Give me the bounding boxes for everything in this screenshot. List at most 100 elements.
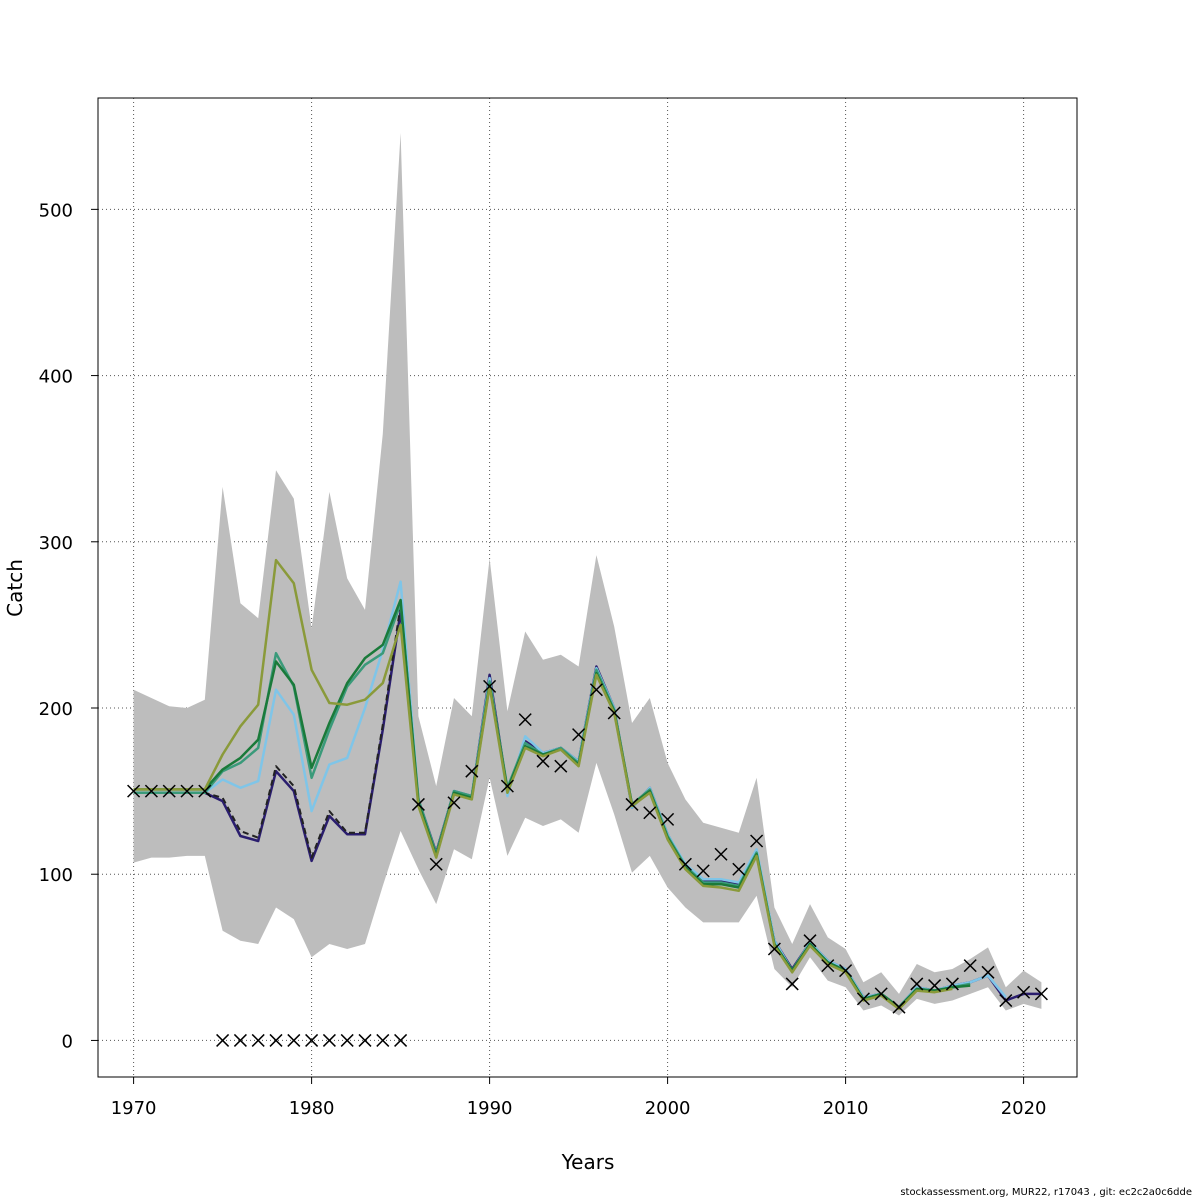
observed-point-stroke [447,796,461,810]
observed-point [785,977,799,991]
observed-point-stroke [233,1033,247,1047]
observed-point [127,784,141,798]
observed-point-stroke [358,1033,372,1047]
y-tick-label: 400 [39,367,73,388]
observed-point [767,942,781,956]
observed-point-stroke [856,992,870,1006]
y-tick-label: 500 [39,200,73,221]
observed-point [856,992,870,1006]
observed-point-stroke [269,1033,283,1047]
observed-point-stroke [198,784,212,798]
observed-point-stroke [1017,985,1031,999]
observed-point [305,1033,319,1047]
observed-point-stroke [340,1033,354,1047]
observed-point-stroke [999,994,1013,1008]
observed-point [732,862,746,876]
x-tick-label: 1970 [111,1098,157,1119]
observed-point-stroke [251,1033,265,1047]
x-tick-label: 2020 [1001,1098,1047,1119]
observed-point [714,847,728,861]
observed-point [322,1033,336,1047]
observed-point [625,797,639,811]
observed-point [287,1033,301,1047]
observed-point [1034,987,1048,1001]
observed-point [465,764,479,778]
observed-point-stroke [643,806,657,820]
series-lines [133,558,1042,1011]
observed-points [127,679,1048,1047]
observed-point-stroke [162,784,176,798]
observed-point [251,1033,265,1047]
observed-point-stroke [483,679,497,693]
observed-point [589,683,603,697]
observed-point-stroke [767,942,781,956]
observed-point [358,1033,372,1047]
x-axis-title: Years [561,1150,615,1174]
observed-point-stroke [910,977,924,991]
observed-point-stroke [287,1033,301,1047]
observed-point [198,784,212,798]
observed-point [643,806,657,820]
observed-point-stroke [750,834,764,848]
observed-point [572,728,586,742]
x-tick-label: 1980 [289,1098,335,1119]
observed-point-stroke [429,857,443,871]
observed-point-stroke [180,784,194,798]
observed-point-stroke [714,847,728,861]
observed-point-stroke [322,1033,336,1047]
observed-point-stroke [785,977,799,991]
observed-point [678,857,692,871]
observed-point [536,754,550,768]
observed-point-stroke [144,784,158,798]
x-tick-label: 2010 [823,1098,869,1119]
confidence-band-area [133,132,1042,1016]
observed-point-stroke [981,965,995,979]
observed-point-stroke [127,784,141,798]
observed-point [1017,985,1031,999]
footer-credit: stockassessment.org, MUR22, r17043 , git… [900,1187,1192,1198]
observed-point-stroke [607,706,621,720]
observed-point [518,713,532,727]
observed-point-stroke [572,728,586,742]
observed-point [376,1033,390,1047]
observed-point-stroke [661,812,675,826]
x-tick-label: 2000 [645,1098,691,1119]
observed-point [554,759,568,773]
observed-point-stroke [874,987,888,1001]
observed-point-stroke [963,959,977,973]
observed-point [429,857,443,871]
observed-point-stroke [518,713,532,727]
y-tick-label: 300 [39,533,73,554]
observed-point-stroke [928,979,942,993]
observed-point [144,784,158,798]
observed-point [607,706,621,720]
x-tick-label: 1990 [467,1098,513,1119]
observed-point [874,987,888,1001]
observed-point [963,959,977,973]
observed-point-stroke [500,779,514,793]
observed-point-stroke [892,1000,906,1014]
observed-point [483,679,497,693]
observed-point [340,1033,354,1047]
observed-point-stroke [216,1033,230,1047]
observed-point [945,977,959,991]
observed-point [411,797,425,811]
y-axis-title: Catch [3,559,27,617]
observed-point-stroke [696,864,710,878]
observed-point-stroke [376,1033,390,1047]
observed-point-stroke [732,862,746,876]
observed-point [394,1033,408,1047]
y-tick-label: 200 [39,699,73,720]
observed-point [981,965,995,979]
observed-point [696,864,710,878]
x-axis: 1970 1980 1990 2000 2010 2020 [111,1076,1047,1119]
observed-point-stroke [536,754,550,768]
observed-point [750,834,764,848]
observed-point-stroke [839,964,853,978]
observed-point [162,784,176,798]
observed-point-stroke [945,977,959,991]
observed-point [892,1000,906,1014]
y-tick-label: 0 [62,1031,73,1052]
observed-point-stroke [589,683,603,697]
observed-point [447,796,461,810]
